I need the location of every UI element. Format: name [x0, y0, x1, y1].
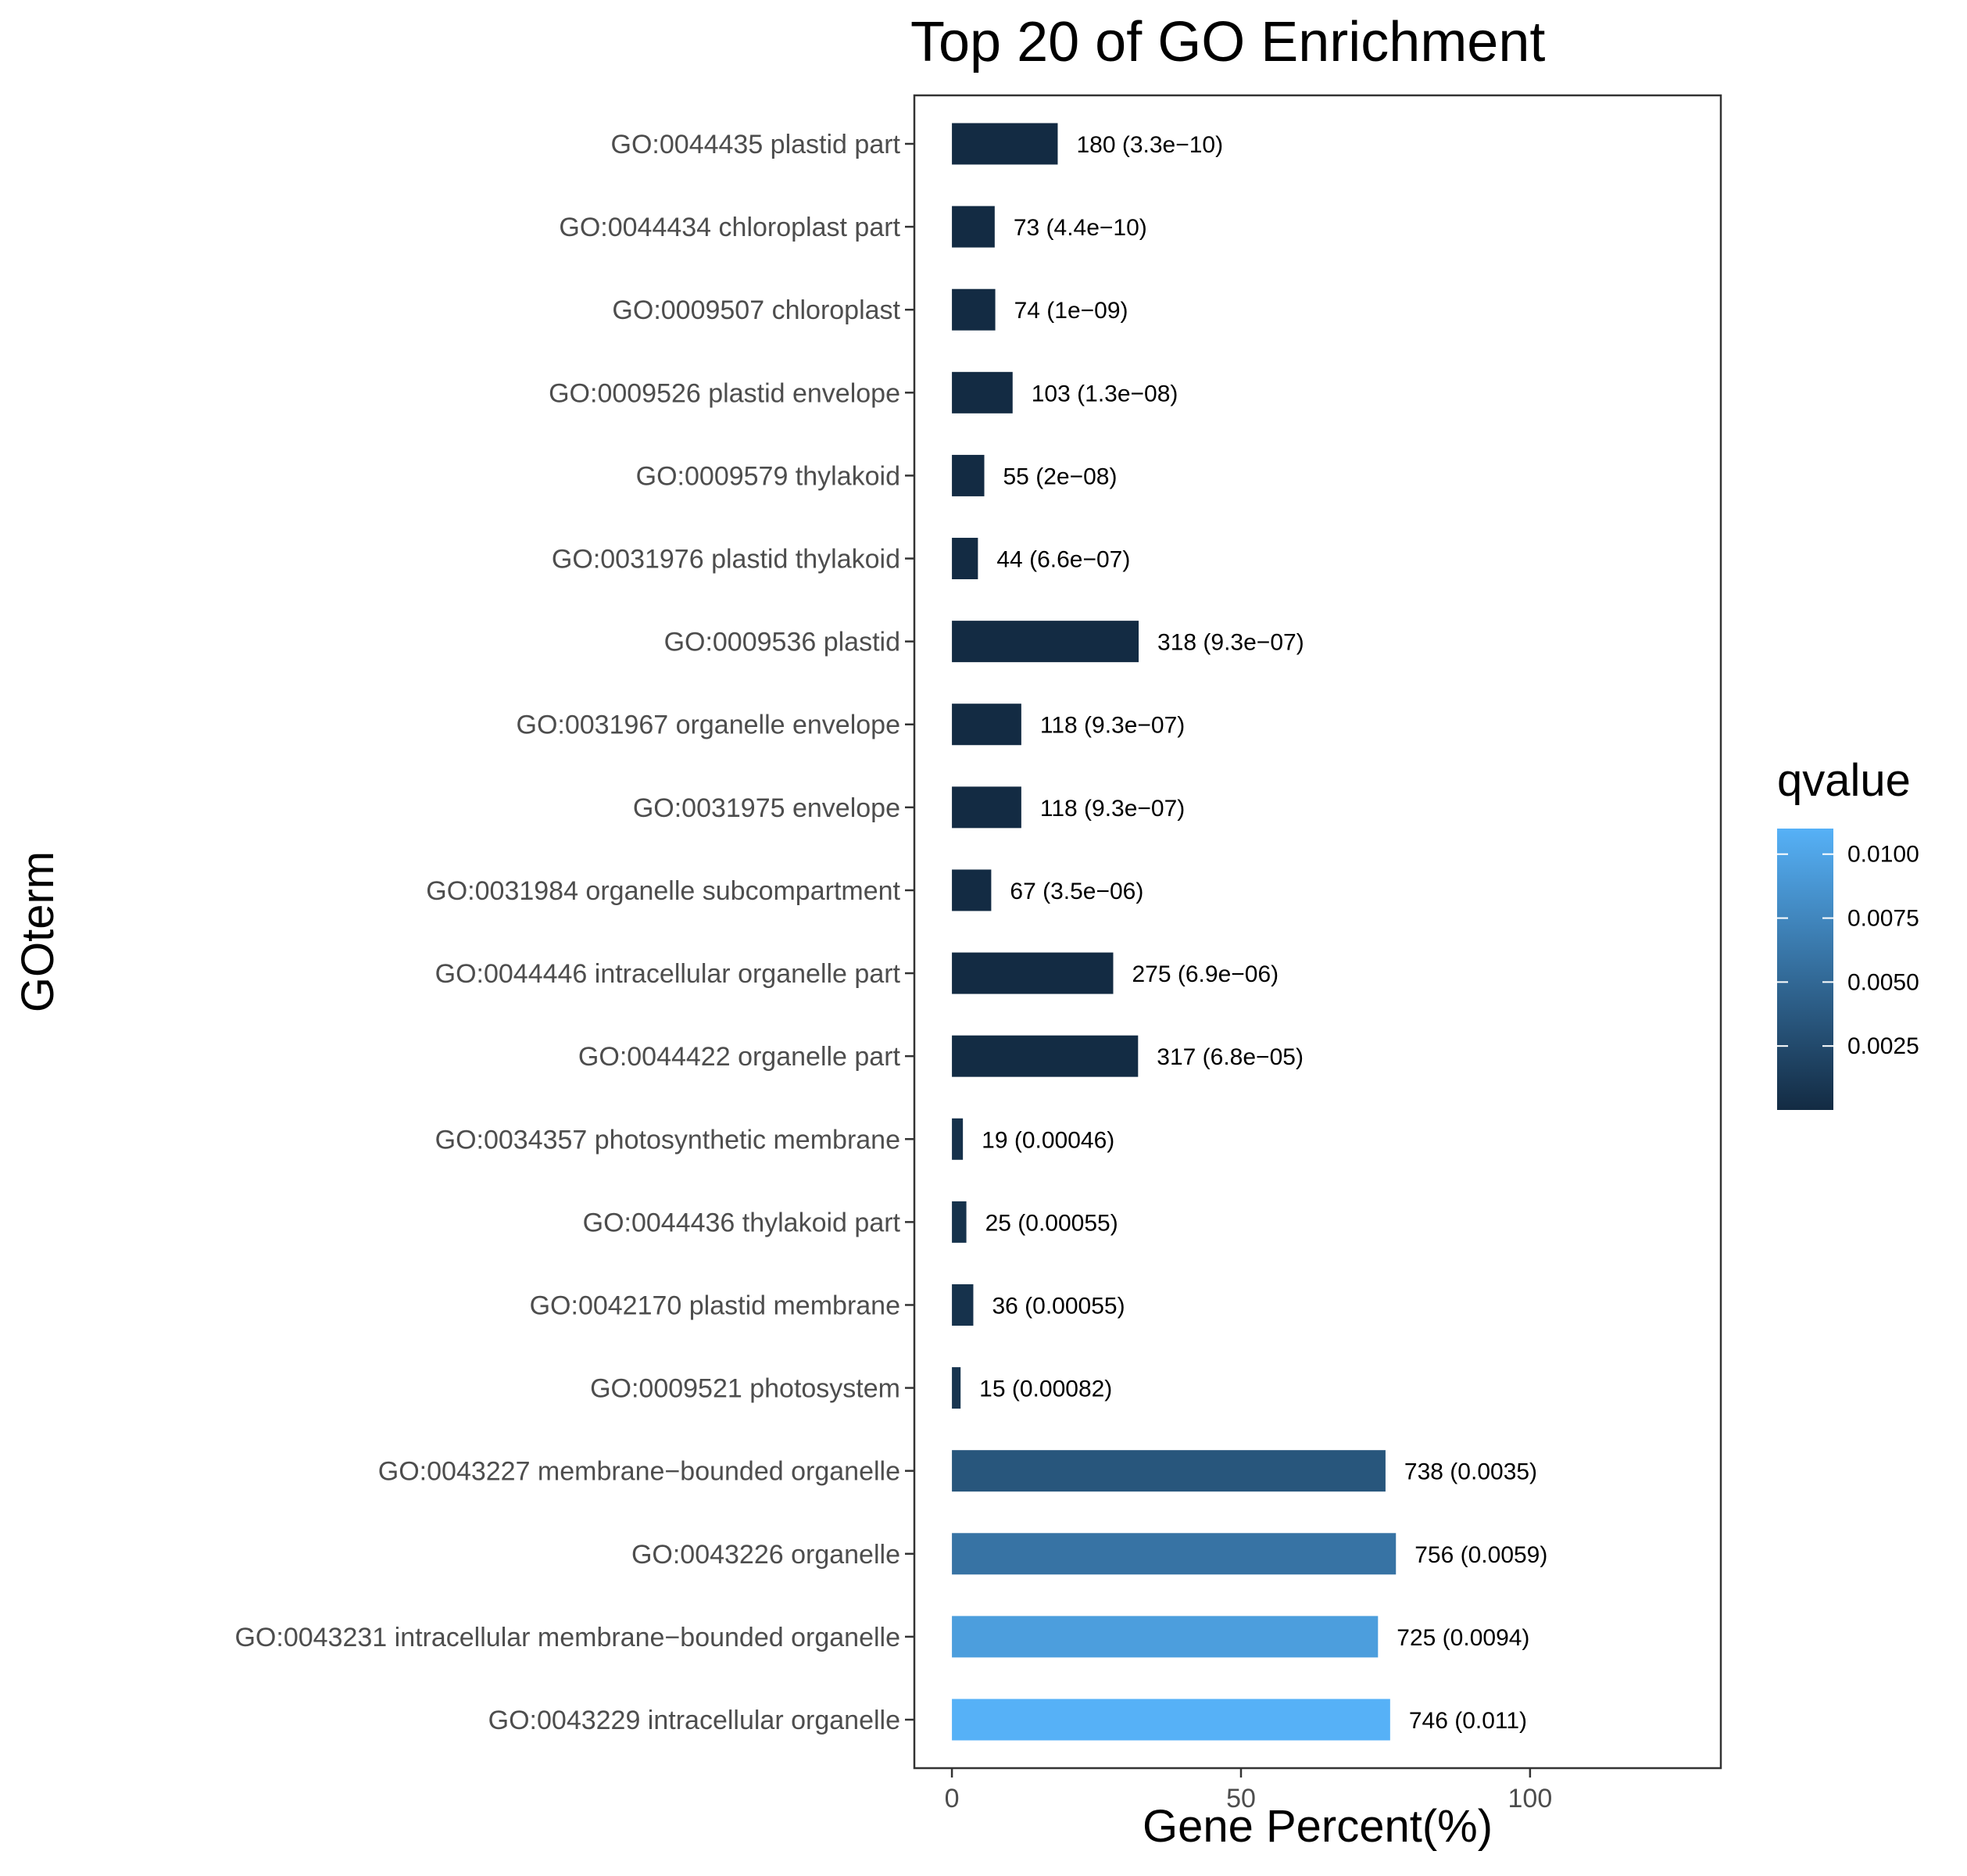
y-tick-label-10: GO:0031984 organelle subcompartment — [426, 876, 900, 906]
y-tick-label-16: GO:0009521 photosystem — [590, 1374, 900, 1404]
data-label-18: 756 (0.0059) — [1414, 1542, 1547, 1568]
bar-19 — [952, 1616, 1379, 1658]
data-label-10: 67 (3.5e−06) — [1010, 879, 1143, 904]
legend-colorbar — [1777, 829, 1833, 1110]
y-tick-label-8: GO:0031967 organelle envelope — [517, 711, 901, 740]
x-tick-label-3: 100 — [1508, 1784, 1553, 1813]
y-tick-label-12: GO:0044422 organelle part — [578, 1042, 901, 1072]
bar-12 — [952, 1035, 1139, 1077]
data-label-16: 15 (0.00082) — [979, 1377, 1112, 1402]
data-label-9: 118 (9.3e−07) — [1040, 796, 1185, 822]
y-axis-title: GOterm — [13, 851, 63, 1012]
data-label-1: 180 (3.3e−10) — [1076, 132, 1223, 158]
bar-2 — [952, 206, 995, 248]
x-tick-label-2: 50 — [1226, 1784, 1256, 1813]
data-label-19: 725 (0.0094) — [1397, 1625, 1529, 1651]
legend-tick-label-2: 0.0050 — [1847, 969, 1919, 995]
bar-1 — [952, 123, 1058, 165]
y-tick-label-9: GO:0031975 envelope — [633, 793, 900, 823]
y-tick-label-14: GO:0044436 thylakoid part — [583, 1208, 901, 1237]
y-tick-label-11: GO:0044446 intracellular organelle part — [435, 959, 901, 989]
bar-3 — [952, 288, 996, 331]
y-tick-label-1: GO:0044435 plastid part — [611, 130, 901, 159]
bar-14 — [952, 1201, 967, 1243]
legend-title: qvalue — [1777, 755, 1911, 806]
y-tick-label-5: GO:0009579 thylakoid — [636, 461, 900, 491]
x-tick-label-1: 0 — [945, 1784, 960, 1813]
y-tick-label-20: GO:0043229 intracellular organelle — [488, 1706, 900, 1735]
bar-5 — [952, 454, 985, 496]
y-tick-label-17: GO:0043227 membrane−bounded organelle — [378, 1457, 900, 1487]
y-tick-label-13: GO:0034357 photosynthetic membrane — [435, 1125, 900, 1155]
legend-tick-label-4: 0.0100 — [1847, 842, 1919, 868]
y-tick-label-15: GO:0042170 plastid membrane — [530, 1291, 900, 1320]
bar-8 — [952, 704, 1021, 746]
data-label-17: 738 (0.0035) — [1404, 1459, 1537, 1485]
plot-panel — [913, 94, 1722, 1770]
y-tick-label-19: GO:0043231 intracellular membrane−bounde… — [234, 1623, 900, 1652]
data-label-8: 118 (9.3e−07) — [1040, 713, 1185, 739]
y-tick-label-2: GO:0044434 chloroplast part — [559, 213, 900, 242]
data-label-13: 19 (0.00046) — [982, 1127, 1114, 1153]
y-tick-label-6: GO:0031976 plastid thylakoid — [552, 545, 900, 575]
y-tick-label-7: GO:0009536 plastid — [664, 628, 900, 657]
legend-tick-label-3: 0.0075 — [1847, 906, 1919, 932]
data-labels-layer: 180 (3.3e−10) 73 (4.4e−10) 74 (1e−09) 103 (… — [979, 132, 1547, 1734]
bar-9 — [952, 786, 1021, 829]
x-axis: 0 50 100 — [945, 1768, 1553, 1813]
data-label-3: 74 (1e−09) — [1014, 298, 1128, 324]
x-axis-title: Gene Percent(%) — [1143, 1801, 1493, 1852]
data-label-12: 317 (6.8e−05) — [1157, 1044, 1304, 1070]
data-label-11: 275 (6.9e−06) — [1132, 961, 1279, 987]
y-tick-label-4: GO:0009526 plastid envelope — [549, 378, 900, 408]
y-tick-label-3: GO:0009507 chloroplast — [612, 295, 900, 325]
data-label-20: 746 (0.011) — [1409, 1708, 1527, 1734]
bar-10 — [952, 869, 992, 911]
data-label-14: 25 (0.00055) — [985, 1210, 1118, 1236]
bar-7 — [952, 621, 1139, 663]
data-label-5: 55 (2e−08) — [1003, 464, 1118, 489]
bar-20 — [952, 1699, 1390, 1741]
bar-18 — [952, 1533, 1397, 1575]
data-label-6: 44 (6.6e−07) — [996, 547, 1130, 573]
bar-15 — [952, 1283, 974, 1326]
bar-13 — [952, 1118, 964, 1160]
data-label-4: 103 (1.3e−08) — [1032, 381, 1178, 406]
bar-16 — [952, 1367, 961, 1409]
bar-4 — [952, 371, 1013, 414]
legend: qvalue 0.0025 0.0050 0.0075 0.0100 — [1777, 755, 1919, 1110]
bars-layer — [952, 123, 1397, 1741]
legend-ticks: 0.0025 0.0050 0.0075 0.0100 — [1777, 842, 1919, 1059]
legend-tick-label-1: 0.0025 — [1847, 1033, 1919, 1059]
bar-17 — [952, 1450, 1386, 1492]
data-label-15: 36 (0.00055) — [992, 1293, 1125, 1319]
y-tick-label-18: GO:0043226 organelle — [631, 1540, 900, 1570]
bar-6 — [952, 538, 978, 580]
bar-11 — [952, 952, 1114, 994]
chart-title: Top 20 of GO Enrichment — [910, 11, 1545, 73]
data-label-2: 73 (4.4e−10) — [1014, 215, 1147, 241]
y-axis: GO:0044435 plastid part GO:0044434 chloro… — [234, 130, 914, 1735]
data-label-7: 318 (9.3e−07) — [1157, 630, 1304, 656]
